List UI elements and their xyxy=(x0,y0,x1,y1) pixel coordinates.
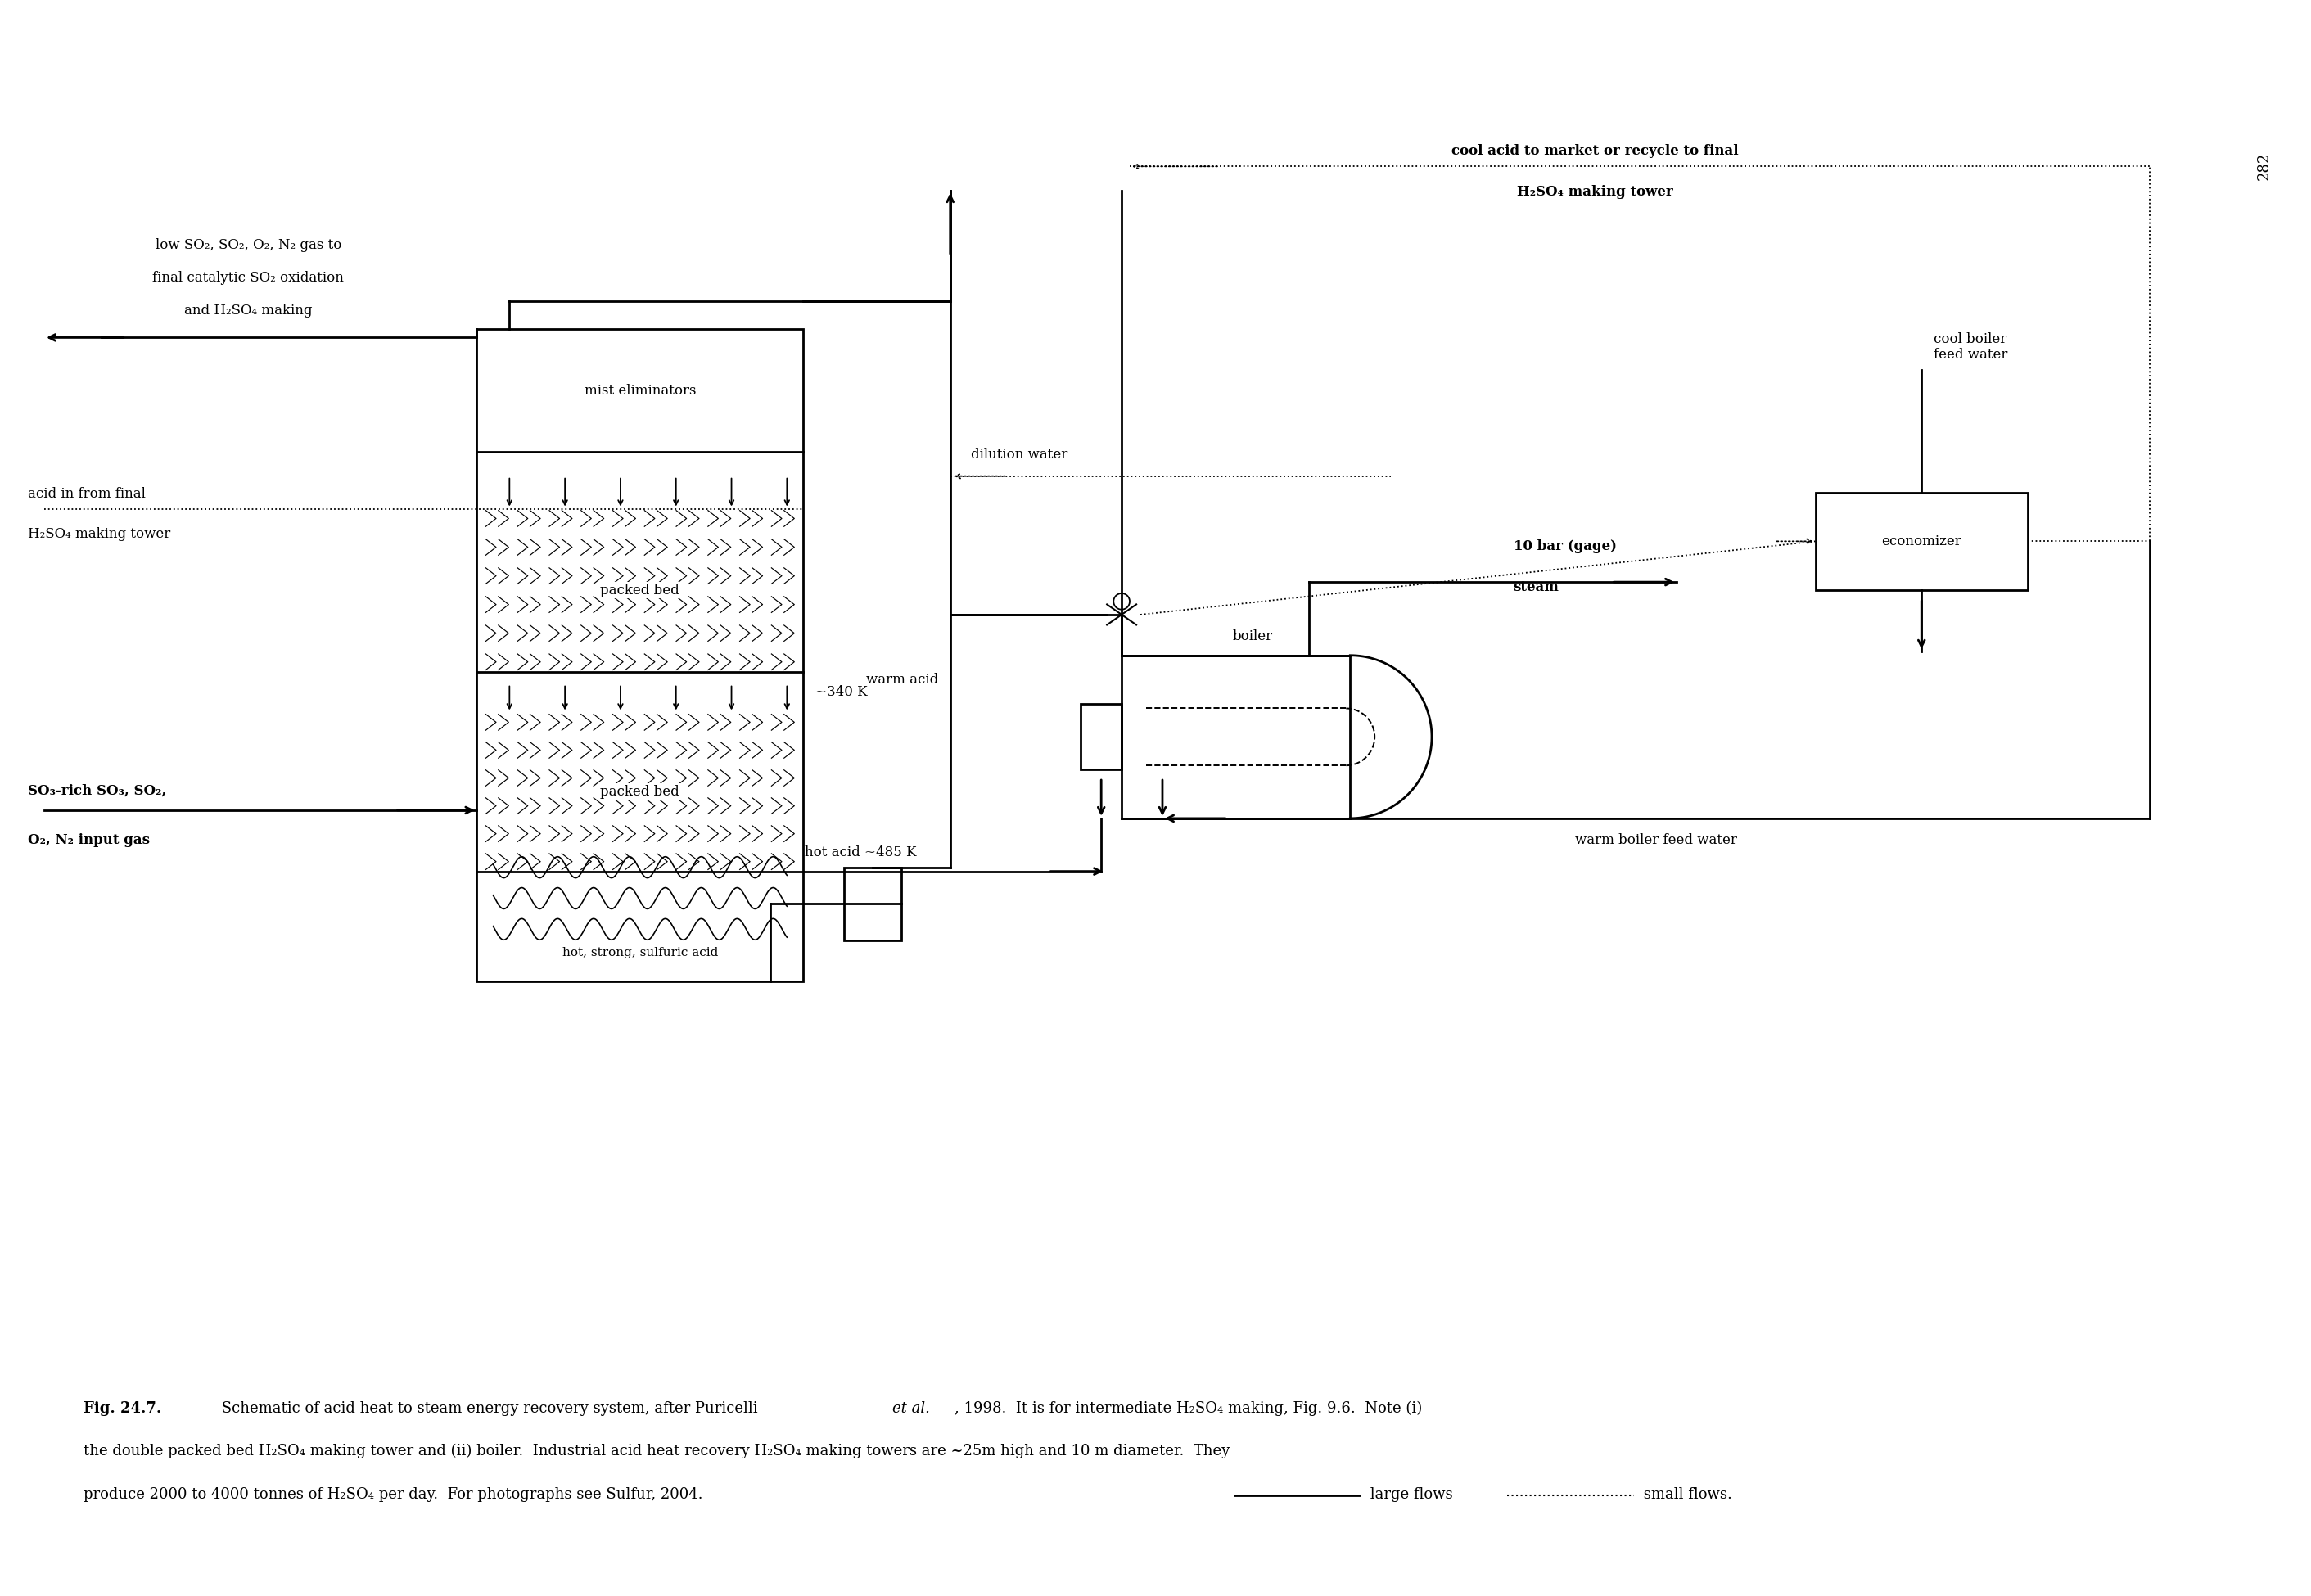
Text: steam: steam xyxy=(1514,581,1560,594)
Text: warm acid: warm acid xyxy=(867,674,938,686)
Text: SO₃-rich SO₃, SO₂,: SO₃-rich SO₃, SO₂, xyxy=(28,784,166,798)
Text: warm boiler feed water: warm boiler feed water xyxy=(1576,833,1738,847)
Text: hot acid ~485 K: hot acid ~485 K xyxy=(804,846,915,859)
Text: Fig. 24.7.: Fig. 24.7. xyxy=(83,1401,162,1416)
Text: Schematic of acid heat to steam energy recovery system, after Puricelli: Schematic of acid heat to steam energy r… xyxy=(217,1401,763,1416)
Bar xyxy=(1816,493,2027,591)
Text: final catalytic SO₂ oxidation: final catalytic SO₂ oxidation xyxy=(153,271,344,284)
Text: large flows: large flows xyxy=(1366,1487,1454,1502)
Text: low SO₂, SO₂, O₂, N₂ gas to: low SO₂, SO₂, O₂, N₂ gas to xyxy=(155,238,342,252)
Text: small flows.: small flows. xyxy=(1638,1487,1731,1502)
Text: ~340 K: ~340 K xyxy=(816,685,867,699)
Text: boiler: boiler xyxy=(1232,629,1273,643)
Text: cool boiler
feed water: cool boiler feed water xyxy=(1934,332,2008,362)
Text: acid in from final: acid in from final xyxy=(28,487,146,501)
Text: 282: 282 xyxy=(2258,152,2272,180)
Text: , 1998.  It is for intermediate H₂SO₄ making, Fig. 9.6.  Note (i): , 1998. It is for intermediate H₂SO₄ mak… xyxy=(954,1401,1421,1416)
Bar xyxy=(1082,704,1121,769)
Text: packed bed: packed bed xyxy=(601,785,679,800)
Bar xyxy=(476,329,804,982)
Text: dilution water: dilution water xyxy=(971,447,1068,461)
Text: and H₂SO₄ making: and H₂SO₄ making xyxy=(185,303,312,318)
Text: produce 2000 to 4000 tonnes of H₂SO₄ per day.  For photographs see Sulfur, 2004.: produce 2000 to 4000 tonnes of H₂SO₄ per… xyxy=(83,1487,703,1502)
Text: H₂SO₄ making tower: H₂SO₄ making tower xyxy=(1516,185,1673,200)
Text: the double packed bed H₂SO₄ making tower and (ii) boiler.  Industrial acid heat : the double packed bed H₂SO₄ making tower… xyxy=(83,1444,1229,1459)
Text: mist eliminators: mist eliminators xyxy=(585,383,696,397)
Text: packed bed: packed bed xyxy=(601,583,679,597)
Text: H₂SO₄ making tower: H₂SO₄ making tower xyxy=(28,527,171,541)
Bar xyxy=(844,867,901,940)
Bar xyxy=(1121,656,1350,819)
Text: O₂, N₂ input gas: O₂, N₂ input gas xyxy=(28,833,150,847)
Text: cool acid to market or recycle to final: cool acid to market or recycle to final xyxy=(1451,144,1738,158)
Text: 10 bar (gage): 10 bar (gage) xyxy=(1514,539,1618,554)
Text: hot, strong, sulfuric acid: hot, strong, sulfuric acid xyxy=(562,946,719,959)
Text: et al.: et al. xyxy=(892,1401,929,1416)
Text: economizer: economizer xyxy=(1881,535,1962,549)
